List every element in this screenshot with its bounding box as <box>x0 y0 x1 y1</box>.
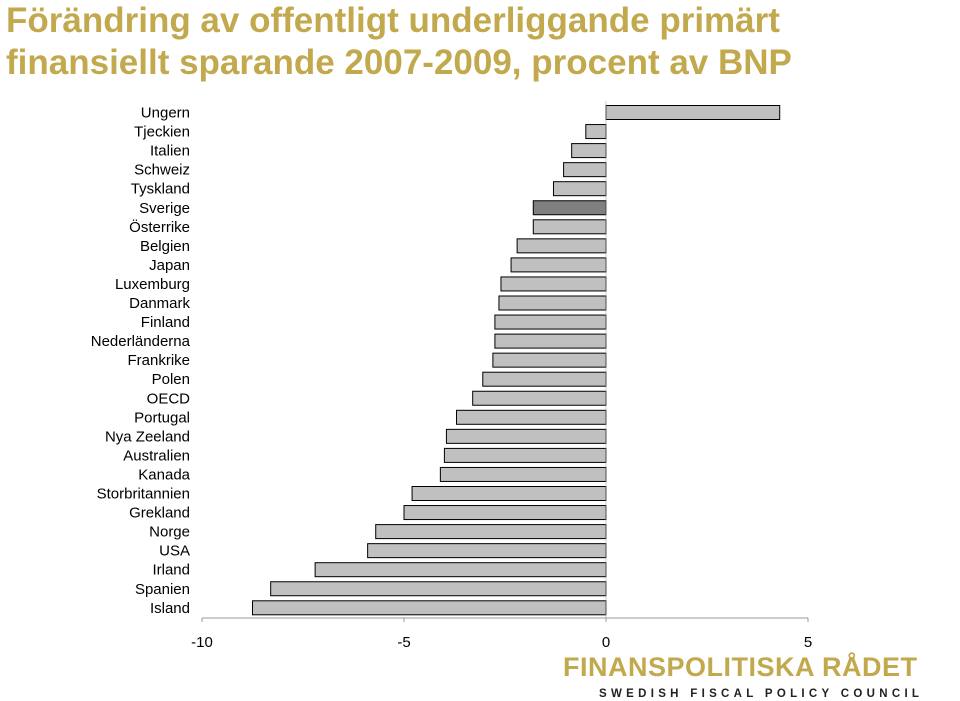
bar <box>605 105 781 120</box>
x-tick-label: -10 <box>191 634 213 651</box>
category-label: Nederländerna <box>91 333 191 350</box>
category-label: Frankrike <box>127 352 190 369</box>
bar <box>472 390 607 406</box>
category-label: Australien <box>123 447 190 464</box>
chart-title: Förändring av offentligt underliggande p… <box>6 0 956 84</box>
category-label: Schweiz <box>134 162 190 179</box>
bar <box>411 486 607 501</box>
category-label: Österrike <box>129 218 190 236</box>
bar <box>563 162 607 178</box>
bar <box>439 466 607 482</box>
category-label: Storbritannien <box>97 486 190 503</box>
bar <box>445 428 607 444</box>
category-label: Kanada <box>138 466 190 483</box>
bar <box>494 333 607 349</box>
logo-text: FINANSPOLITISKA RÅDET <box>563 652 918 682</box>
bar <box>510 257 607 273</box>
category-label: Ungern <box>141 105 190 122</box>
bar <box>314 562 607 578</box>
category-label: Tyskland <box>131 181 190 198</box>
bar <box>516 238 607 254</box>
bar <box>367 543 607 559</box>
bar <box>403 505 607 521</box>
x-tick-label: 0 <box>602 634 610 651</box>
category-label: Norge <box>149 524 190 541</box>
bar <box>494 314 607 330</box>
category-label: Island <box>150 600 190 617</box>
category-label: Polen <box>152 371 190 388</box>
category-label: Italien <box>150 143 190 160</box>
category-label: Nya Zeeland <box>105 428 190 445</box>
bar <box>532 219 607 235</box>
bar <box>585 124 607 140</box>
bar <box>500 276 607 292</box>
bar <box>252 600 607 616</box>
category-label: OECD <box>147 390 191 407</box>
category-label: Belgien <box>140 238 190 255</box>
bar <box>532 200 607 216</box>
category-label: Danmark <box>129 295 190 312</box>
bar <box>571 143 607 159</box>
chart-title-line2: finansiellt sparande 2007-2009, procent … <box>6 43 792 82</box>
bar <box>498 295 607 311</box>
category-label: Japan <box>149 257 190 274</box>
bar <box>492 352 607 368</box>
category-label: Tjeckien <box>134 124 190 141</box>
logo-subtitle: SWEDISH FISCAL POLICY COUNCIL <box>599 688 924 700</box>
x-tick-label: -5 <box>397 634 410 651</box>
category-label: Luxemburg <box>115 276 190 293</box>
category-label: Finland <box>141 314 190 331</box>
chart-title-line1: Förändring av offentligt underliggande p… <box>6 1 780 40</box>
category-label: Grekland <box>129 505 190 522</box>
category-label: Irland <box>152 562 190 579</box>
bar <box>270 581 607 597</box>
category-label: Sverige <box>139 200 190 217</box>
bar <box>482 371 607 387</box>
bar <box>375 524 607 540</box>
bar <box>552 181 607 197</box>
bar <box>456 409 607 425</box>
category-label: Spanien <box>135 581 190 598</box>
category-label: USA <box>159 543 190 560</box>
category-label: Portugal <box>134 409 190 426</box>
x-tick-label: 5 <box>804 634 812 651</box>
bar <box>443 447 607 463</box>
